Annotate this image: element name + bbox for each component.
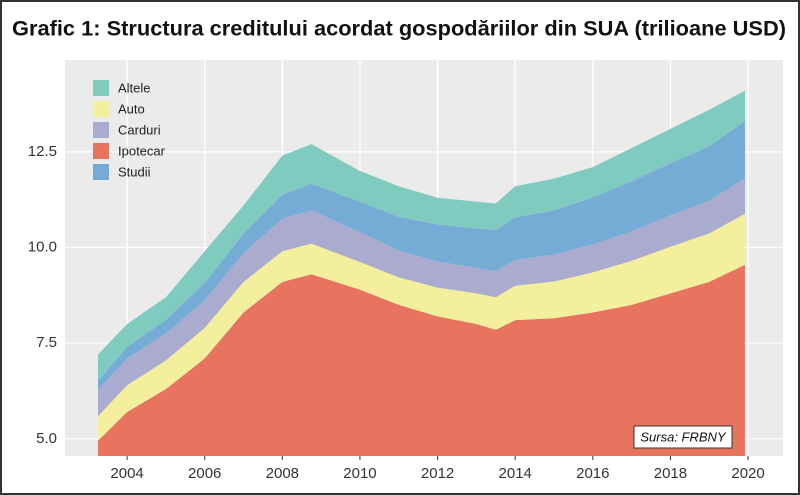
legend-swatch	[93, 143, 109, 159]
y-tick-label: 5.0	[36, 430, 57, 447]
chart-title: Grafic 1: Structura creditului acordat g…	[12, 18, 786, 41]
x-tick-label: 2008	[266, 465, 299, 482]
x-tick-label: 2010	[343, 465, 376, 482]
annotation-box	[633, 425, 733, 449]
y-tick-label: 7.5	[36, 334, 57, 351]
legend-label: Auto	[118, 101, 145, 116]
annotation: Sursa: FRBNY	[640, 429, 727, 444]
legend-label: Studii	[118, 164, 151, 179]
x-tick-label: 2004	[110, 465, 143, 482]
y-tick-label: 12.5	[28, 143, 57, 160]
legend-swatch	[93, 164, 109, 180]
legend-swatch	[93, 80, 109, 96]
legend-label: Carduri	[118, 122, 161, 137]
x-tick-label: 2014	[499, 465, 532, 482]
legend-swatch	[93, 101, 109, 117]
legend-label: Ipotecar	[118, 143, 166, 158]
legend-swatch	[93, 122, 109, 138]
x-tick-label: 2020	[731, 465, 764, 482]
area	[97, 264, 745, 456]
x-tick-label: 2012	[421, 465, 454, 482]
x-tick-label: 2006	[188, 465, 221, 482]
area	[97, 90, 745, 381]
x-tick-label: 2018	[654, 465, 687, 482]
y-tick-label: 10.0	[28, 238, 57, 255]
area	[97, 213, 745, 441]
area	[97, 178, 745, 417]
legend-label: Altele	[118, 80, 151, 95]
x-tick-label: 2016	[576, 465, 609, 482]
area	[97, 120, 745, 390]
